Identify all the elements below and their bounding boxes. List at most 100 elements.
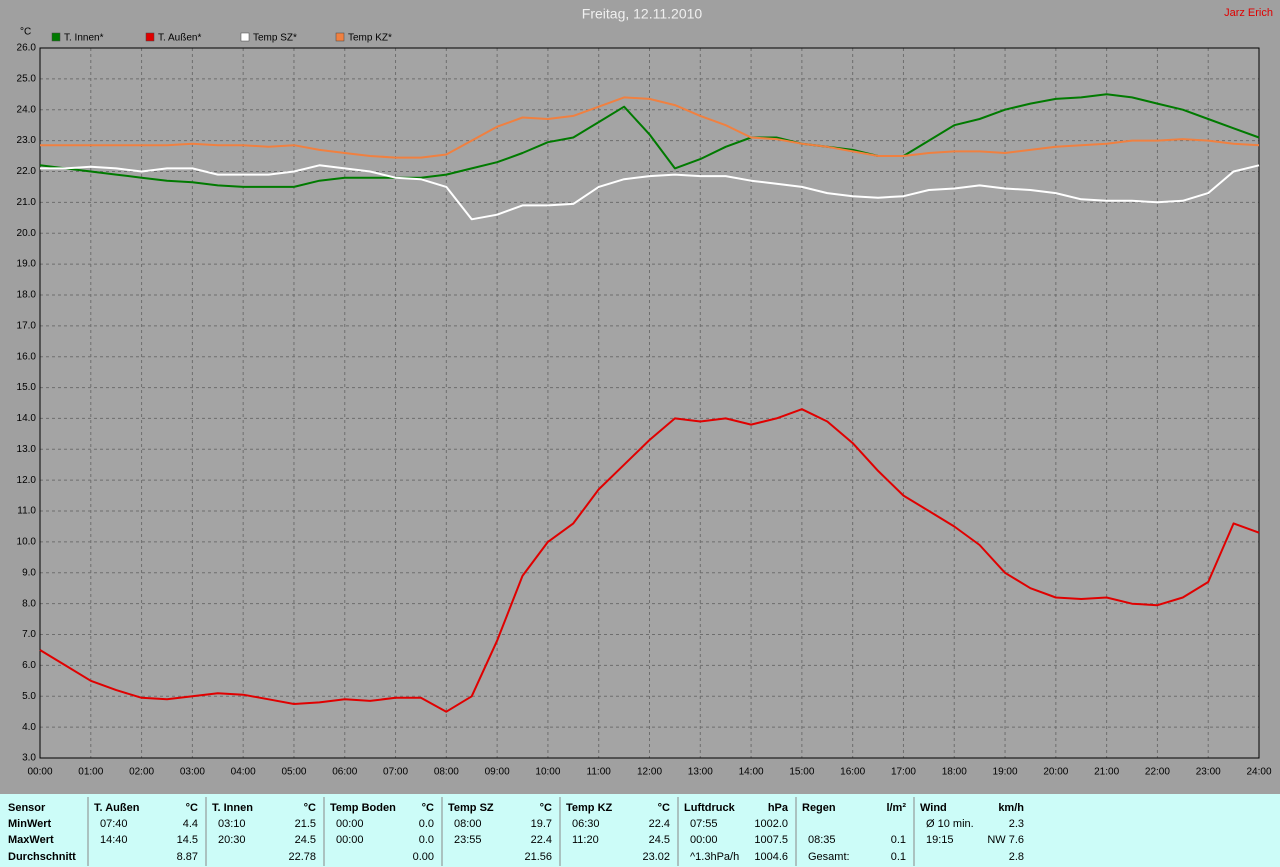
cell-time: 08:35 xyxy=(808,834,836,846)
column-header: Temp KZ xyxy=(566,802,613,814)
x-tick-label: 13:00 xyxy=(688,767,713,778)
x-tick-label: 22:00 xyxy=(1145,767,1170,778)
y-tick-label: 10.0 xyxy=(17,537,37,548)
cell-time: 00:00 xyxy=(336,834,364,846)
legend-swatch xyxy=(145,32,155,42)
column-header: Luftdruck xyxy=(684,802,736,814)
cell-time: 14:40 xyxy=(100,834,128,846)
x-tick-label: 07:00 xyxy=(383,767,408,778)
x-tick-label: 19:00 xyxy=(993,767,1018,778)
column-header: Wind xyxy=(920,802,947,814)
cell-time: 07:40 xyxy=(100,818,128,830)
cell-time: Ø 10 min. xyxy=(926,818,974,830)
cell-value: 0.0 xyxy=(419,834,434,846)
column-header: T. Außen xyxy=(94,802,140,814)
y-tick-label: 24.0 xyxy=(17,104,37,115)
x-tick-label: 05:00 xyxy=(281,767,306,778)
x-tick-label: 01:00 xyxy=(78,767,103,778)
column-unit: °C xyxy=(658,802,670,814)
legend-label: Temp KZ* xyxy=(348,33,392,44)
y-unit: °C xyxy=(20,27,31,38)
legend-label: Temp SZ* xyxy=(253,33,297,44)
column-unit: °C xyxy=(422,802,434,814)
x-tick-label: 00:00 xyxy=(27,767,52,778)
legend-swatch xyxy=(335,32,345,42)
y-tick-label: 7.0 xyxy=(22,629,36,640)
x-tick-label: 23:00 xyxy=(1196,767,1221,778)
cell-value: 2.3 xyxy=(1009,818,1024,830)
author: Jarz Erich xyxy=(1224,7,1273,19)
column-unit: hPa xyxy=(768,802,789,814)
cell-value: 2.8 xyxy=(1009,851,1024,863)
chart-title: Freitag, 12.11.2010 xyxy=(582,6,703,22)
x-tick-label: 03:00 xyxy=(180,767,205,778)
y-tick-label: 21.0 xyxy=(17,197,37,208)
cell-value: 8.87 xyxy=(177,851,198,863)
row-label: MaxWert xyxy=(8,834,54,846)
cell-time: 00:00 xyxy=(336,818,364,830)
y-tick-label: 5.0 xyxy=(22,691,36,702)
x-tick-label: 15:00 xyxy=(789,767,814,778)
cell-value: 1004.6 xyxy=(754,851,788,863)
y-tick-label: 4.0 xyxy=(22,722,36,733)
cell-value: 19.7 xyxy=(531,818,552,830)
y-tick-label: 19.0 xyxy=(17,259,37,270)
y-tick-label: 12.0 xyxy=(17,475,37,486)
legend-label: T. Innen* xyxy=(64,33,104,44)
cell-value: 22.4 xyxy=(531,834,552,846)
cell-time: 06:30 xyxy=(572,818,600,830)
x-tick-label: 18:00 xyxy=(942,767,967,778)
cell-time: 20:30 xyxy=(218,834,246,846)
cell-time: Gesamt: xyxy=(808,851,850,863)
y-tick-label: 26.0 xyxy=(17,43,37,54)
y-tick-label: 25.0 xyxy=(17,74,37,85)
column-unit: °C xyxy=(186,802,198,814)
y-tick-label: 23.0 xyxy=(17,135,37,146)
y-tick-label: 20.0 xyxy=(17,228,37,239)
y-tick-label: 11.0 xyxy=(17,506,36,517)
series-line xyxy=(40,96,1260,159)
y-tick-label: 9.0 xyxy=(22,567,36,578)
x-tick-label: 10:00 xyxy=(535,767,560,778)
series-line xyxy=(39,93,1260,188)
column-header: Temp SZ xyxy=(448,802,494,814)
cell-time: 07:55 xyxy=(690,818,718,830)
x-tick-label: 17:00 xyxy=(891,767,916,778)
x-tick-label: 11:00 xyxy=(587,767,612,778)
legend-swatch xyxy=(240,32,250,42)
column-unit: km/h xyxy=(998,802,1024,814)
cell-value: 1007.5 xyxy=(754,834,788,846)
y-tick-label: 17.0 xyxy=(17,320,37,331)
x-tick-label: 08:00 xyxy=(434,767,459,778)
table-background xyxy=(0,794,1280,867)
cell-value: 24.5 xyxy=(649,834,670,846)
legend-label: T. Außen* xyxy=(158,33,201,44)
x-tick-label: 21:00 xyxy=(1094,767,1119,778)
y-tick-label: 22.0 xyxy=(17,166,37,177)
x-tick-label: 12:00 xyxy=(637,767,662,778)
y-tick-label: 13.0 xyxy=(17,444,37,455)
y-tick-label: 18.0 xyxy=(17,290,37,301)
row-label: MinWert xyxy=(8,818,52,830)
legend-swatch xyxy=(51,32,61,42)
y-tick-label: 3.0 xyxy=(22,753,36,764)
cell-time: 00:00 xyxy=(690,834,718,846)
plot-border xyxy=(39,47,1260,759)
cell-value: 24.5 xyxy=(295,834,316,846)
cell-value: 22.78 xyxy=(288,851,316,863)
column-header: Temp Boden xyxy=(330,802,396,814)
cell-value: 4.4 xyxy=(183,818,198,830)
series-line xyxy=(40,164,1260,221)
y-tick-label: 15.0 xyxy=(17,382,37,393)
cell-value: 21.5 xyxy=(295,818,316,830)
cell-time: 11:20 xyxy=(572,834,599,846)
x-tick-label: 16:00 xyxy=(840,767,865,778)
cell-time: 19:15 xyxy=(926,834,954,846)
cell-time: 08:00 xyxy=(454,818,482,830)
cell-value: 0.1 xyxy=(891,851,906,863)
y-tick-label: 6.0 xyxy=(22,660,36,671)
y-tick-label: 16.0 xyxy=(17,351,37,362)
column-header: T. Innen xyxy=(212,802,253,814)
cell-value: NW 7.6 xyxy=(987,834,1024,846)
